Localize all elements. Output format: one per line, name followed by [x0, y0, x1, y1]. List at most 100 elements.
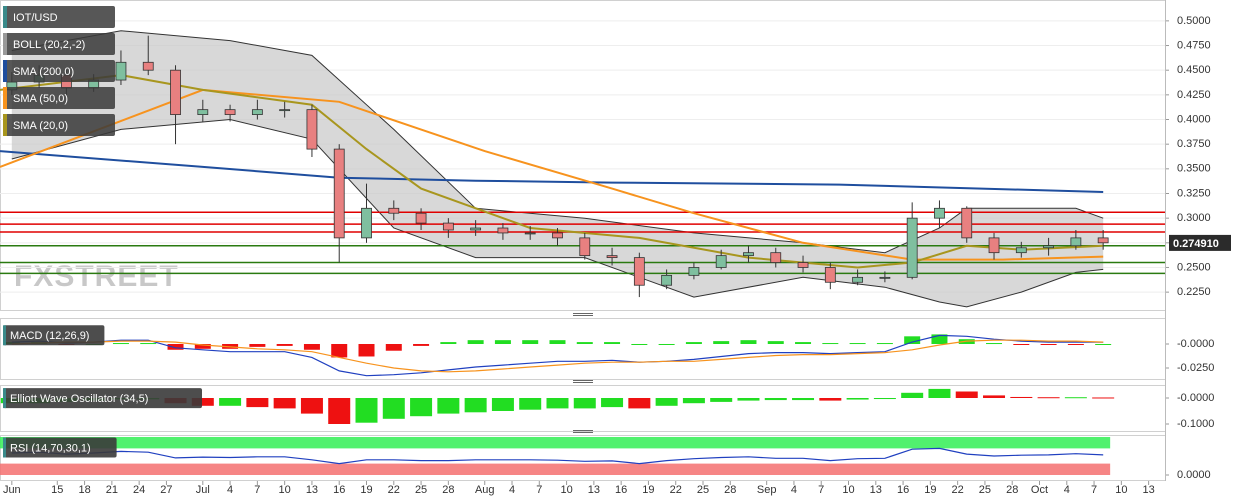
- last-price-box: [1169, 234, 1231, 251]
- ewo-bar: [1010, 396, 1033, 398]
- y-tick-label: 0.3000: [1177, 212, 1211, 224]
- ewo-bar: [191, 398, 214, 406]
- oversold-zone: [0, 463, 1111, 475]
- x-tick-label: 13: [1143, 484, 1155, 496]
- panel-label-box: [3, 325, 105, 346]
- band-upper: [11, 30, 1104, 254]
- x-tick-label: 25: [979, 484, 991, 496]
- ewo-bar: [792, 398, 815, 401]
- ewo-bar: [710, 398, 733, 402]
- histogram-bar: [604, 342, 621, 344]
- ewo-bar: [437, 398, 460, 414]
- histogram-bar: [931, 334, 948, 344]
- candle-body: [497, 227, 509, 234]
- y-tick-label: -0.1000: [1177, 418, 1214, 430]
- y-tick-label: -0.0000: [1177, 338, 1214, 350]
- candle-body: [142, 61, 154, 71]
- x-tick-label: 19: [642, 484, 654, 496]
- histogram-bar: [112, 343, 129, 345]
- watermark: FXSTREET: [14, 260, 179, 293]
- panel-label-box: [3, 437, 117, 458]
- x-tick-label: Jun: [3, 484, 21, 496]
- x-tick-label: 15: [51, 484, 63, 496]
- candle-body: [606, 255, 618, 259]
- x-tick-label: 22: [952, 484, 964, 496]
- ewo-bar: [573, 398, 596, 409]
- histogram-bar: [167, 344, 184, 350]
- y-tick-label: 0.3500: [1177, 163, 1211, 175]
- legend-label: SMA (50,0): [13, 93, 68, 105]
- panel-label: MACD (12,26,9): [10, 330, 89, 342]
- candle-body: [906, 217, 918, 278]
- legend-box: [3, 114, 115, 136]
- candle-body: [388, 207, 400, 214]
- candle-body: [1097, 237, 1109, 244]
- histogram-bar: [331, 344, 348, 358]
- x-tick-label: 18: [78, 484, 90, 496]
- ewo-bar: [901, 392, 924, 398]
- macd-line: [11, 339, 1104, 373]
- legend-label: SMA (20,0): [13, 120, 68, 132]
- x-tick-label: 24: [133, 484, 145, 496]
- histogram-bar: [849, 343, 866, 345]
- legend-swatch: [3, 87, 7, 109]
- candle-body: [743, 252, 754, 257]
- histogram-bar: [1095, 344, 1112, 345]
- x-tick-label: 16: [897, 484, 909, 496]
- histogram-bar: [549, 340, 566, 344]
- x-tick-label: Sep: [757, 484, 777, 496]
- candle-body: [661, 274, 673, 286]
- ewo-bar: [682, 398, 705, 404]
- x-tick-label: 4: [791, 484, 797, 496]
- ewo-bar: [628, 398, 651, 409]
- y-tick-label: -0.0250: [1177, 362, 1214, 374]
- histogram-bar: [1067, 344, 1084, 345]
- x-tick-label: Jul: [196, 484, 210, 496]
- legend-box: [3, 33, 115, 55]
- x-tick-label: 7: [536, 484, 542, 496]
- histogram-bar: [467, 340, 484, 344]
- histogram-bar: [385, 344, 402, 351]
- band-fill: [11, 30, 1104, 307]
- candle-body: [797, 262, 809, 268]
- legend-swatch: [3, 33, 7, 55]
- ewo-bar: [764, 398, 787, 401]
- x-tick-label: 10: [279, 484, 291, 496]
- legend-label: BOLL (20,2,-2): [13, 39, 85, 51]
- candle-body: [879, 276, 891, 279]
- x-tick-label: 25: [697, 484, 709, 496]
- x-tick-label: 10: [560, 484, 572, 496]
- panel-label-swatch: [3, 325, 6, 346]
- ewo-bar: [955, 391, 978, 398]
- ewo-bar: [655, 398, 678, 406]
- x-tick-label: 7: [254, 484, 260, 496]
- histogram-bar: [358, 344, 375, 357]
- candle-body: [470, 227, 482, 231]
- candle-body: [1043, 245, 1054, 249]
- candle-body: [415, 212, 427, 224]
- ewo-bar: [382, 398, 405, 419]
- ewo-bar: [273, 398, 296, 409]
- panel-label-box: [3, 388, 202, 409]
- candle-body: [361, 207, 372, 239]
- candle-body: [442, 222, 454, 231]
- x-tick-label: 4: [227, 484, 233, 496]
- candle-body: [170, 69, 181, 115]
- candle-body: [279, 109, 291, 112]
- x-tick-label: 22: [388, 484, 400, 496]
- ewo-bar: [737, 398, 760, 401]
- band-lower: [11, 118, 1104, 308]
- legend-box: [3, 87, 115, 109]
- histogram-bar: [904, 336, 921, 344]
- histogram-bar: [767, 341, 784, 344]
- ewo-bar: [819, 398, 842, 401]
- legend-swatch: [3, 60, 7, 82]
- y-tick-label: 0.3750: [1177, 138, 1211, 150]
- histogram-bar: [631, 344, 648, 345]
- candle-body: [224, 109, 236, 115]
- sma-line: [0, 150, 1104, 193]
- candle-body: [1015, 247, 1027, 254]
- ewo-bar: [219, 398, 242, 406]
